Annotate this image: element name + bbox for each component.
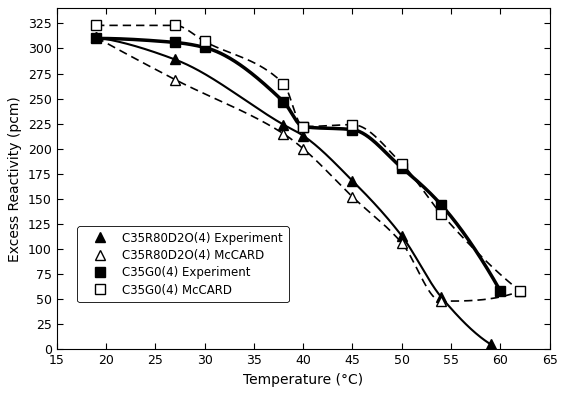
C35R80D2O(4) McCARD [171, 77, 178, 82]
C35G0(4) Experiment [497, 289, 504, 293]
C35R80D2O(4) McCARD [300, 146, 307, 151]
C35R80D2O(4) McCARD [93, 35, 100, 40]
C35R80D2O(4) McCARD [398, 241, 405, 245]
C35G0(4) Experiment [171, 40, 178, 45]
C35R80D2O(4) McCARD [517, 289, 524, 293]
C35G0(4) Experiment [300, 124, 307, 129]
C35G0(4) McCARD [300, 124, 307, 129]
C35R80D2O(4) McCARD [280, 131, 287, 136]
C35R80D2O(4) Experiment [398, 233, 405, 238]
C35R80D2O(4) Experiment [487, 342, 494, 346]
Legend: C35R80D2O(4) Experiment, C35R80D2O(4) McCARD, C35G0(4) Experiment, C35G0(4) McCA: C35R80D2O(4) Experiment, C35R80D2O(4) Mc… [78, 226, 289, 303]
C35G0(4) Experiment [280, 99, 287, 104]
C35G0(4) McCARD [201, 39, 208, 44]
C35G0(4) McCARD [398, 162, 405, 166]
C35R80D2O(4) Experiment [300, 133, 307, 138]
C35R80D2O(4) McCARD [349, 194, 356, 199]
C35G0(4) McCARD [517, 289, 524, 293]
C35G0(4) Experiment [93, 36, 100, 41]
C35G0(4) McCARD [280, 81, 287, 86]
Line: C35R80D2O(4) McCARD: C35R80D2O(4) McCARD [91, 32, 525, 306]
C35R80D2O(4) Experiment [438, 295, 445, 299]
C35G0(4) Experiment [201, 45, 208, 50]
Y-axis label: Excess Reactivity (pcm): Excess Reactivity (pcm) [8, 96, 22, 261]
C35R80D2O(4) Experiment [280, 122, 287, 127]
X-axis label: Temperature (°C): Temperature (°C) [243, 372, 363, 387]
C35R80D2O(4) Experiment [93, 35, 100, 40]
Line: C35G0(4) Experiment: C35G0(4) Experiment [91, 34, 505, 296]
C35R80D2O(4) Experiment [349, 179, 356, 183]
C35G0(4) Experiment [398, 166, 405, 170]
C35G0(4) McCARD [438, 211, 445, 216]
C35G0(4) McCARD [171, 23, 178, 28]
C35G0(4) McCARD [93, 23, 100, 28]
Line: C35R80D2O(4) Experiment: C35R80D2O(4) Experiment [91, 32, 495, 349]
Line: C35G0(4) McCARD: C35G0(4) McCARD [91, 21, 525, 296]
C35G0(4) Experiment [438, 203, 445, 207]
C35G0(4) McCARD [349, 122, 356, 127]
C35R80D2O(4) Experiment [171, 57, 178, 62]
C35G0(4) Experiment [349, 127, 356, 132]
C35R80D2O(4) McCARD [438, 299, 445, 303]
